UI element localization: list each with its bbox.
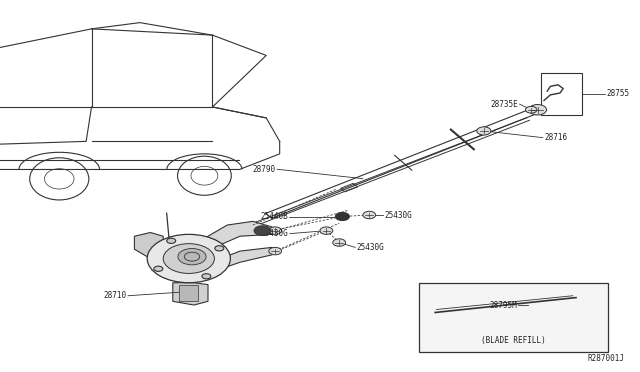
Polygon shape	[173, 283, 208, 305]
Circle shape	[154, 266, 163, 272]
Circle shape	[363, 211, 376, 219]
Text: 28716: 28716	[544, 133, 567, 142]
Circle shape	[529, 105, 547, 115]
Bar	[541, 73, 582, 115]
Text: 28795M: 28795M	[490, 301, 517, 310]
Circle shape	[269, 247, 282, 255]
Circle shape	[254, 226, 271, 235]
Circle shape	[530, 105, 545, 114]
Bar	[419, 283, 608, 352]
Polygon shape	[134, 232, 163, 257]
Text: 28755: 28755	[607, 89, 630, 99]
Circle shape	[269, 227, 282, 234]
Circle shape	[167, 238, 175, 243]
Text: 28790: 28790	[252, 165, 275, 174]
Circle shape	[477, 127, 491, 135]
Text: 28710: 28710	[104, 291, 127, 300]
Text: 25430G: 25430G	[356, 243, 384, 252]
Text: 25430G: 25430G	[260, 229, 288, 238]
Circle shape	[147, 234, 230, 283]
Text: (BLADE REFILL): (BLADE REFILL)	[481, 336, 546, 345]
Circle shape	[320, 227, 333, 234]
Circle shape	[525, 106, 537, 113]
Polygon shape	[202, 221, 272, 247]
Bar	[340, 183, 358, 192]
Circle shape	[335, 212, 349, 221]
Text: 25440B: 25440B	[260, 212, 288, 221]
Text: R287001J: R287001J	[587, 354, 624, 363]
Bar	[179, 285, 198, 301]
Circle shape	[333, 239, 346, 246]
Circle shape	[178, 248, 206, 265]
Polygon shape	[202, 247, 272, 273]
Circle shape	[163, 244, 214, 273]
Text: 28735E: 28735E	[491, 100, 518, 109]
Circle shape	[215, 246, 224, 251]
Text: 25430G: 25430G	[384, 211, 412, 219]
Circle shape	[202, 274, 211, 279]
